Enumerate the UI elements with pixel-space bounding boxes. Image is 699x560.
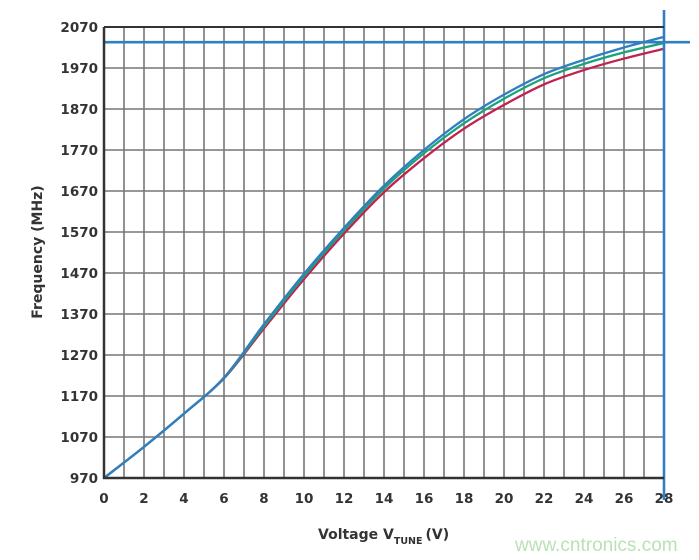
x-tick-label: 14 (375, 491, 394, 507)
reference-lines (104, 10, 690, 500)
x-tick-label: 24 (575, 491, 594, 507)
y-tick-labels: 970 1070 1170 1270 1370 1470 1570 1670 1770 1870 1… (60, 20, 98, 487)
y-tick-label: 1370 (60, 307, 98, 323)
y-tick-label: 970 (70, 471, 98, 487)
x-tick-label: 26 (615, 491, 634, 507)
x-tick-label: 8 (259, 491, 268, 507)
y-tick-label: 1270 (60, 348, 98, 364)
series-lines (103, 35, 665, 479)
y-tick-label: 1470 (60, 266, 98, 282)
x-tick-label: 10 (295, 491, 314, 507)
x-axis-label-subscript: TUNE (394, 536, 423, 547)
x-axis-label-unit: (V) (426, 527, 450, 543)
y-tick-label: 1870 (60, 102, 98, 118)
x-tick-label: 22 (535, 491, 554, 507)
series-line-3 (103, 35, 665, 479)
y-tick-label: 1570 (60, 225, 98, 241)
axes (102, 26, 664, 480)
x-tick-label: 4 (179, 491, 188, 507)
y-tick-label: 1970 (60, 61, 98, 77)
x-tick-labels: 0 2 4 6 8 10 12 14 16 18 20 22 24 26 28 (99, 491, 673, 507)
y-tick-label: 1170 (60, 389, 98, 405)
y-tick-label: 1670 (60, 184, 98, 200)
x-tick-label: 18 (455, 491, 474, 507)
x-axis-label-main: Voltage V (318, 527, 394, 543)
x-tick-label: 16 (415, 491, 434, 507)
y-tick-label: 1770 (60, 143, 98, 159)
x-tick-label: 12 (335, 491, 354, 507)
y-tick-label: 1070 (60, 430, 98, 446)
y-tick-label: 2070 (60, 20, 98, 36)
watermark: www.cntronics.com (514, 535, 678, 556)
x-tick-label: 6 (219, 491, 228, 507)
grid (103, 26, 665, 479)
x-axis-label: Voltage VTUNE (V) (318, 527, 449, 547)
x-tick-label: 0 (99, 491, 108, 507)
x-tick-label: 2 (139, 491, 148, 507)
x-tick-label: 28 (655, 491, 674, 507)
x-tick-label: 20 (495, 491, 514, 507)
y-axis-label: Frequency (MHz) (30, 185, 46, 318)
